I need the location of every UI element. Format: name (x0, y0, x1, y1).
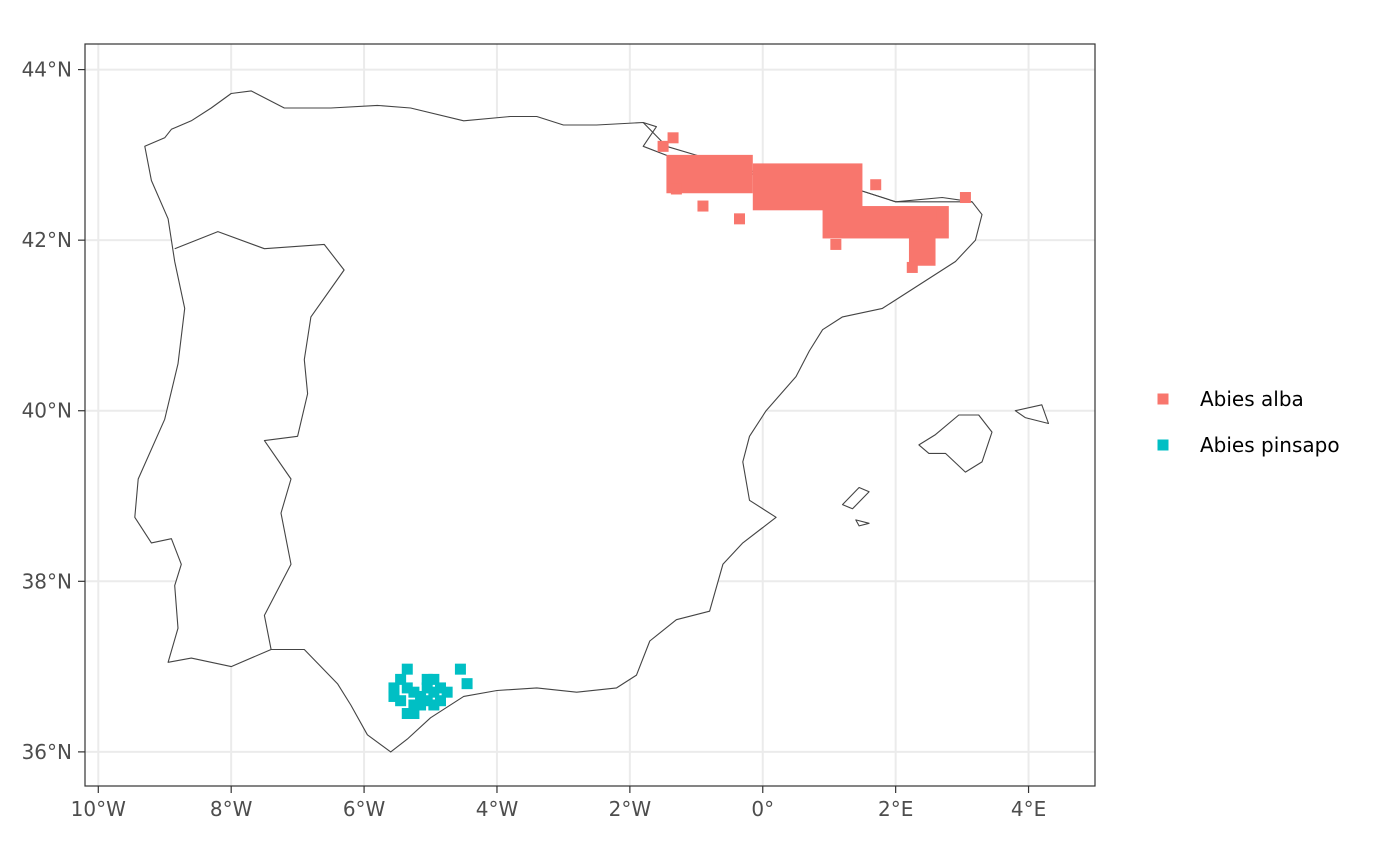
abies-alba-point (657, 140, 669, 152)
abies-alba-point (697, 200, 709, 212)
y-tick-label: 42°N (22, 228, 72, 252)
x-tick-label: 0° (751, 797, 774, 821)
x-tick-label: 4°E (1011, 797, 1046, 821)
x-tick-label: 8°W (210, 797, 253, 821)
legend-key (1157, 439, 1169, 451)
x-tick-label: 2°E (878, 797, 913, 821)
y-tick-label: 44°N (22, 58, 72, 82)
abies-alba-point (870, 179, 882, 191)
panel-border (84, 43, 1096, 787)
x-tick-label: 10°W (71, 797, 126, 821)
coastline-menorca (1014, 404, 1050, 425)
abies-pinsapo-point (428, 673, 440, 685)
abies-pinsapo-point (415, 699, 427, 711)
points-layer (388, 132, 971, 720)
abies-pinsapo-point (421, 682, 433, 694)
abies-pinsapo-point (395, 673, 407, 685)
legend-label: Abies pinsapo (1200, 433, 1340, 457)
abies-alba-point (959, 192, 971, 204)
abies-pinsapo-point (428, 699, 440, 711)
x-tick-label: 4°W (476, 797, 519, 821)
abies-pinsapo-point (428, 686, 440, 698)
abies-pinsapo-point (395, 695, 407, 707)
y-tick-label: 40°N (22, 399, 72, 423)
y-tick-label: 36°N (22, 740, 72, 764)
abies-pinsapo-point (388, 682, 400, 694)
abies-pinsapo-point (401, 682, 413, 694)
abies-pinsapo-point (454, 663, 466, 675)
abies-pinsapo-point (441, 686, 453, 698)
border-portugal_spain (174, 231, 345, 650)
coastline-ibiza (841, 486, 870, 510)
abies-pinsapo-point (421, 673, 433, 685)
abies-pinsapo-point (401, 663, 413, 675)
abies-pinsapo-point (408, 686, 420, 698)
x-tick-label: 6°W (343, 797, 386, 821)
legend-label: Abies alba (1200, 387, 1304, 411)
map-layer (134, 90, 1050, 753)
coastline-formentera (855, 519, 870, 527)
abies-alba-point (667, 132, 679, 144)
coastline-iberia (134, 90, 983, 753)
abies-alba-point (734, 213, 746, 225)
abies-alba-cell-region (908, 231, 936, 266)
abies-pinsapo-point (415, 690, 427, 702)
legend-key (1157, 393, 1169, 405)
legend: Abies alba Abies pinsapo (1157, 387, 1340, 457)
coastline-mallorca (918, 414, 993, 473)
abies-alba-point (936, 209, 948, 221)
abies-pinsapo-point (408, 708, 420, 720)
y-tick-label: 38°N (22, 569, 72, 593)
abies-pinsapo-point (461, 678, 473, 690)
abies-pinsapo-point (434, 695, 446, 707)
abies-alba-cell-region (752, 163, 863, 211)
abies-pinsapo-point (401, 708, 413, 720)
x-axis: 10°W 8°W 6°W 4°W 2°W 0° 2°E 4°E (71, 786, 1046, 821)
abies-pinsapo-point (408, 699, 420, 711)
x-tick-label: 2°W (609, 797, 652, 821)
abies-pinsapo-point (434, 682, 446, 694)
y-axis: 36°N 38°N 40°N 42°N 44°N (22, 58, 85, 764)
abies-alba-point (670, 183, 682, 195)
abies-alba-point (906, 261, 918, 273)
abies-pinsapo-point (388, 690, 400, 702)
abies-pinsapo-point (421, 695, 433, 707)
abies-alba-point (830, 238, 842, 250)
